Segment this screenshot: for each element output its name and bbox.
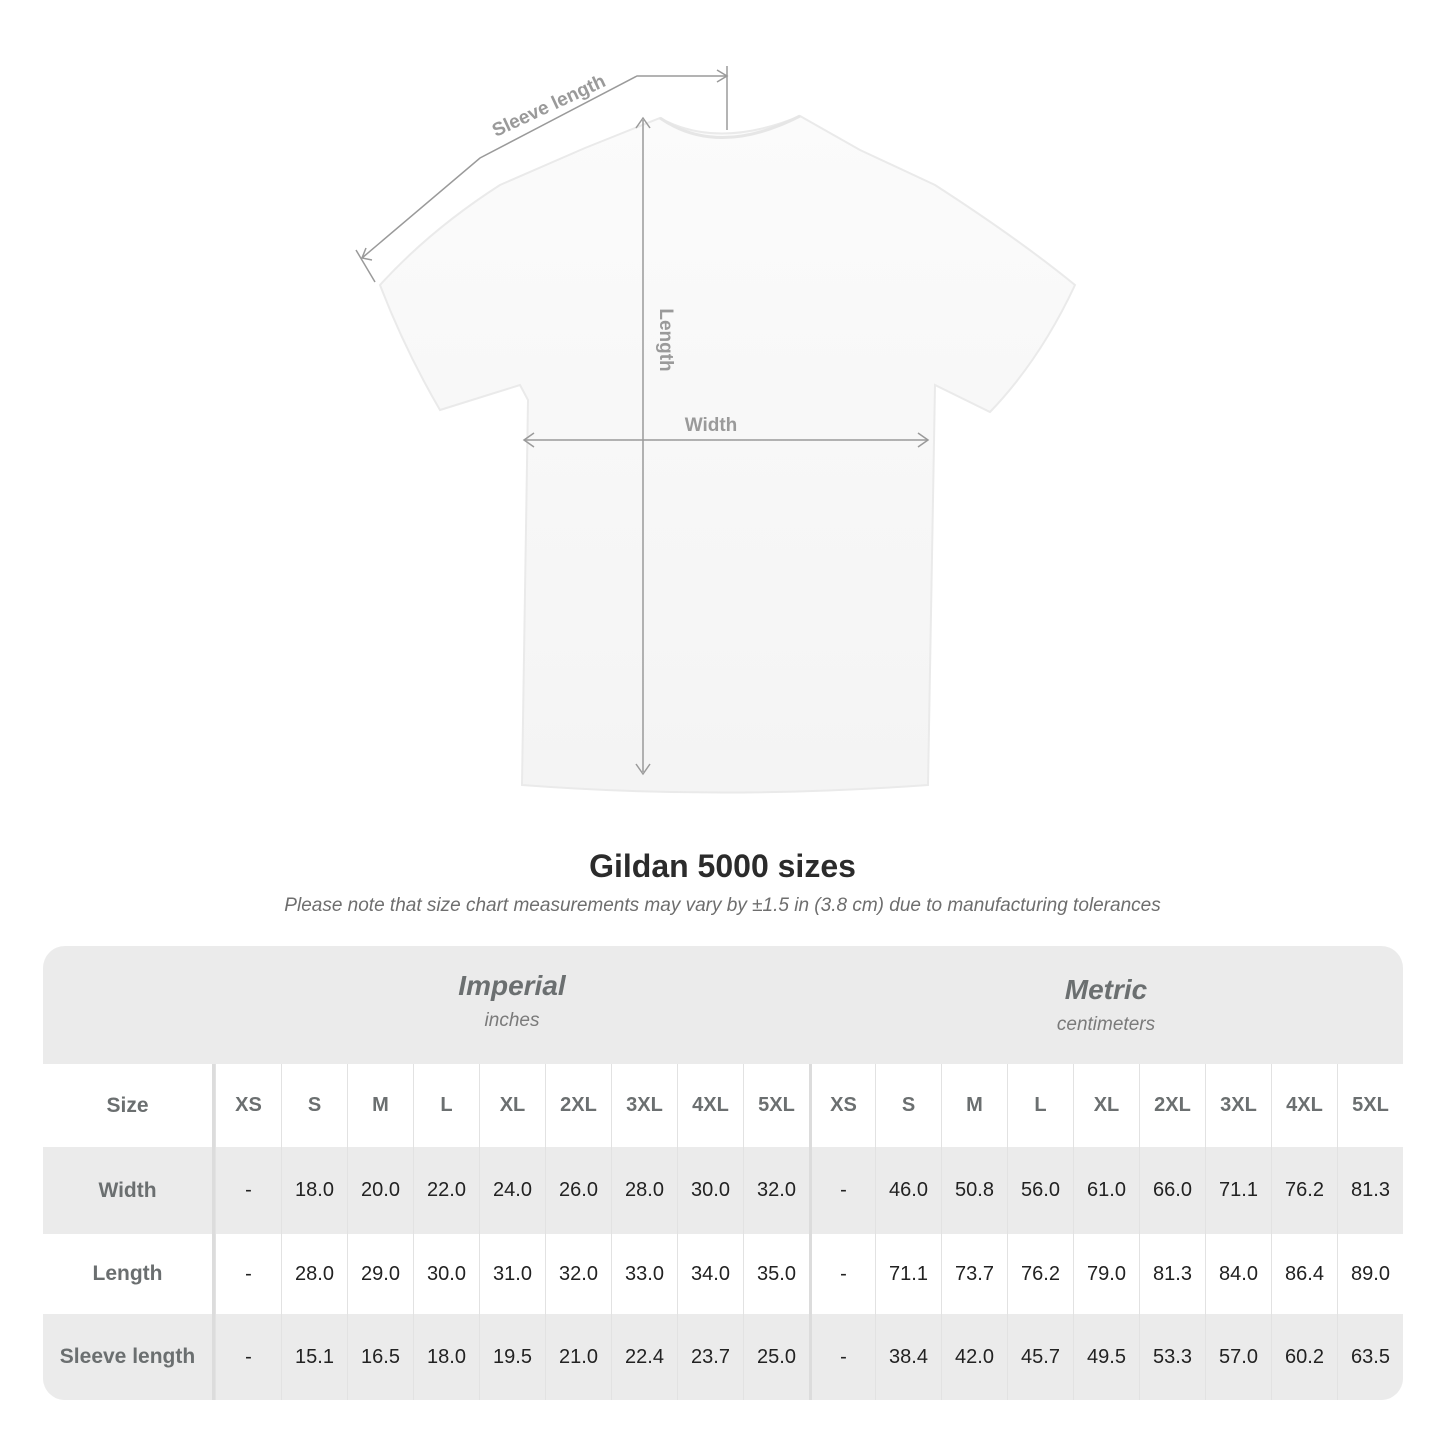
size-header-imperial: M (347, 1064, 413, 1147)
metric-value-cell: 63.5 (1337, 1314, 1403, 1400)
size-header-metric: 3XL (1205, 1064, 1271, 1147)
imperial-header: Imperial inches (215, 946, 809, 1088)
size-header-imperial: S (281, 1064, 347, 1147)
metric-value-cell: 71.1 (875, 1234, 941, 1314)
size-header-metric: M (941, 1064, 1007, 1147)
imperial-value-cell: 19.5 (479, 1314, 545, 1400)
metric-value-cell: 66.0 (1139, 1147, 1205, 1234)
imperial-value-cell: 20.0 (347, 1147, 413, 1234)
row-label: Length (43, 1234, 215, 1314)
imperial-value-cell: 24.0 (479, 1147, 545, 1234)
chart-title: Gildan 5000 sizes (589, 848, 856, 884)
size-header-metric: XS (809, 1064, 875, 1147)
table-row: Width -18.0 20.0 22.0 24.0 26.0 28.0 30.0 32.0-4… (43, 1147, 1403, 1234)
imperial-value-cell: - (215, 1147, 281, 1234)
metric-value-cell: 46.0 (875, 1147, 941, 1234)
metric-value-cell: 60.2 (1271, 1314, 1337, 1400)
imperial-title: Imperial (458, 970, 566, 1001)
size-table: Imperial inches Metric centimeters Size X… (43, 946, 1403, 1400)
metric-value-cell: 53.3 (1139, 1314, 1205, 1400)
imperial-value-cell: 23.7 (677, 1314, 743, 1400)
size-header-imperial: XS (215, 1064, 281, 1147)
imperial-value-cell: 30.0 (413, 1234, 479, 1314)
metric-value-cell: 73.7 (941, 1234, 1007, 1314)
imperial-value-cell: 18.0 (413, 1314, 479, 1400)
imperial-value-cell: 18.0 (281, 1147, 347, 1234)
imperial-unit: inches (484, 1010, 540, 1031)
imperial-value-cell: 21.0 (545, 1314, 611, 1400)
metric-value-cell: 76.2 (1271, 1147, 1337, 1234)
metric-value-cell: 49.5 (1073, 1314, 1139, 1400)
metric-header: Metric centimeters (809, 946, 1403, 1092)
metric-value-cell: 76.2 (1007, 1234, 1073, 1314)
table-row: Sleeve length -15.1 16.5 18.0 19.5 21.0 22.4 23… (43, 1314, 1403, 1400)
size-header-imperial: 5XL (743, 1064, 809, 1147)
tolerance-note: Please note that size chart measurements… (284, 895, 1161, 916)
metric-value-cell: 86.4 (1271, 1234, 1337, 1314)
metric-value-cell: 84.0 (1205, 1234, 1271, 1314)
size-header-metric: XL (1073, 1064, 1139, 1147)
metric-value-cell: 45.7 (1007, 1314, 1073, 1400)
imperial-value-cell: 26.0 (545, 1147, 611, 1234)
imperial-value-cell: - (215, 1314, 281, 1400)
tshirt-measurement-diagram: Sleeve length Length Width (355, 66, 1077, 794)
metric-value-cell: - (809, 1234, 875, 1314)
imperial-value-cell: 30.0 (677, 1147, 743, 1234)
imperial-value-cell: 34.0 (677, 1234, 743, 1314)
imperial-value-cell: 28.0 (281, 1234, 347, 1314)
imperial-value-cell: 25.0 (743, 1314, 809, 1400)
size-header-imperial: L (413, 1064, 479, 1147)
size-header-imperial: XL (479, 1064, 545, 1147)
imperial-value-cell: 32.0 (743, 1147, 809, 1234)
metric-value-cell: - (809, 1147, 875, 1234)
metric-value-cell: 61.0 (1073, 1147, 1139, 1234)
metric-value-cell: 71.1 (1205, 1147, 1271, 1234)
imperial-value-cell: 22.0 (413, 1147, 479, 1234)
metric-title: Metric (1064, 974, 1148, 1005)
metric-unit: centimeters (1056, 1014, 1156, 1035)
size-header-metric: L (1007, 1064, 1073, 1147)
metric-value-cell: 89.0 (1337, 1234, 1403, 1314)
metric-value-cell: - (809, 1314, 875, 1400)
imperial-value-cell: 31.0 (479, 1234, 545, 1314)
size-header-metric: 5XL (1337, 1064, 1403, 1147)
size-header-imperial: 2XL (545, 1064, 611, 1147)
metric-value-cell: 81.3 (1139, 1234, 1205, 1314)
imperial-value-cell: 33.0 (611, 1234, 677, 1314)
table-row: Length -28.0 29.0 30.0 31.0 32.0 33.0 34.0 35.0-… (43, 1234, 1403, 1314)
metric-value-cell: 79.0 (1073, 1234, 1139, 1314)
size-header-metric: S (875, 1064, 941, 1147)
width-label: Width (685, 415, 738, 436)
row-label: Sleeve length (43, 1314, 215, 1400)
metric-value-cell: 38.4 (875, 1314, 941, 1400)
size-header-row: Size XS S M L XL 2XL 3XL 4XL 5XL XS S M L XL 2XL 3XL 4XL 5… (43, 1064, 1403, 1147)
metric-value-cell: 57.0 (1205, 1314, 1271, 1400)
imperial-value-cell: 15.1 (281, 1314, 347, 1400)
tshirt-shape (378, 114, 1077, 794)
metric-value-cell: 81.3 (1337, 1147, 1403, 1234)
imperial-value-cell: 29.0 (347, 1234, 413, 1314)
imperial-value-cell: 35.0 (743, 1234, 809, 1314)
size-header-metric: 2XL (1139, 1064, 1205, 1147)
length-label: Length (655, 308, 676, 371)
metric-value-cell: 56.0 (1007, 1147, 1073, 1234)
row-label: Width (43, 1147, 215, 1234)
imperial-value-cell: 22.4 (611, 1314, 677, 1400)
sleeve-length-line (361, 75, 727, 259)
row-label: Size (43, 1064, 215, 1147)
imperial-value-cell: 16.5 (347, 1314, 413, 1400)
size-header-imperial: 4XL (677, 1064, 743, 1147)
sleeve-length-label: Sleeve length (489, 71, 609, 142)
imperial-value-cell: 28.0 (611, 1147, 677, 1234)
size-header-imperial: 3XL (611, 1064, 677, 1147)
size-header-metric: 4XL (1271, 1064, 1337, 1147)
imperial-value-cell: 32.0 (545, 1234, 611, 1314)
metric-value-cell: 50.8 (941, 1147, 1007, 1234)
imperial-value-cell: - (215, 1234, 281, 1314)
metric-value-cell: 42.0 (941, 1314, 1007, 1400)
